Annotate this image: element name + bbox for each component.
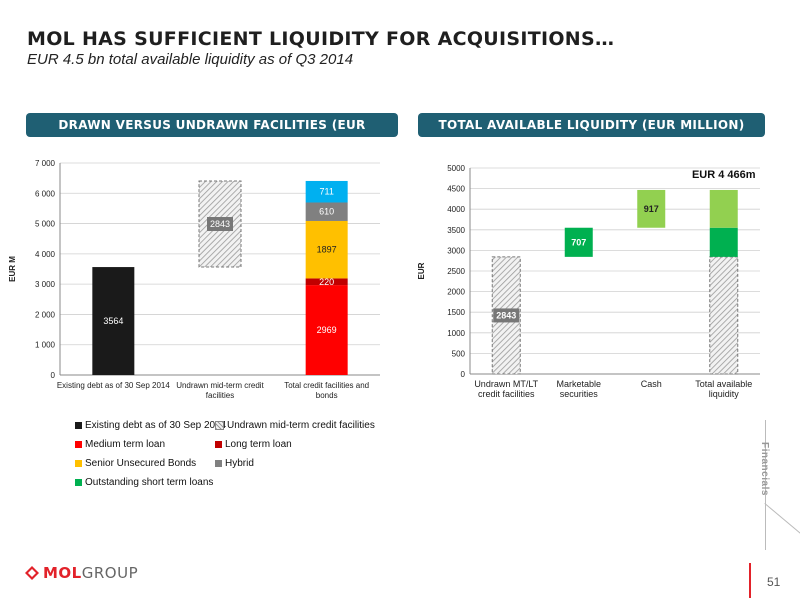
bar-segment [305, 202, 348, 221]
page-title: MOL HAS SUFFICIENT LIQUIDITY FOR ACQUISI… [27, 28, 615, 50]
y-tick-label: 3 000 [35, 280, 56, 289]
legend-label: Long term loan [225, 439, 292, 450]
data-label: 220 [319, 277, 334, 287]
legend-item: Medium term loan [75, 437, 165, 453]
legend-swatch [75, 421, 82, 429]
data-label: 917 [644, 204, 659, 214]
legend-item: Senior Unsecured Bonds [75, 456, 196, 472]
x-tick-label: Undrawn MT/LT [474, 379, 538, 389]
x-tick-label: Existing debt as of 30 Sep 2014 [57, 381, 171, 390]
data-label: 1897 [317, 245, 337, 255]
bar-segment [709, 189, 738, 228]
data-label: 2843 [210, 219, 230, 229]
page-number-bar [749, 563, 751, 598]
mol-group-logo: MOLGROUP [25, 563, 138, 583]
legend-label: Outstanding short term loans [85, 477, 214, 488]
data-label-box [207, 217, 233, 232]
legend-swatch [75, 459, 82, 467]
legend-swatch [75, 478, 82, 486]
y-tick-label: 2500 [447, 267, 465, 276]
logo-text-group: GROUP [81, 564, 139, 582]
legend-item: Undrawn mid-term credit facilities [215, 418, 375, 434]
bar-segment [305, 278, 348, 286]
y-tick-label: 0 [461, 370, 466, 379]
logo-text-mol: MOL [43, 564, 82, 582]
y-tick-label: 0 [51, 371, 56, 380]
legend-label: Existing debt as of 30 Sep 2014 [85, 420, 227, 431]
y-tick-label: 4500 [447, 185, 465, 194]
annotation-label: EUR 4 466m [692, 169, 756, 181]
data-label: 610 [319, 207, 334, 217]
y-tick-label: 5 000 [35, 220, 56, 229]
x-tick-label: securities [560, 389, 599, 399]
y-axis-label: EUR M [8, 256, 17, 282]
legend-item: Outstanding short term loans [75, 475, 213, 491]
x-tick-label: Cash [641, 379, 662, 389]
sidebar-divider-diagonal [764, 503, 800, 536]
right-chart-banner: TOTAL AVAILABLE LIQUIDITY (EUR MILLION) [418, 113, 765, 137]
y-tick-label: 6 000 [35, 189, 56, 198]
bar-segment [709, 256, 739, 375]
x-tick-label: bonds [316, 391, 338, 400]
left-chart-banner: DRAWN VERSUS UNDRAWN FACILITIES (EUR MIL… [26, 113, 398, 156]
y-tick-label: 3500 [447, 226, 465, 235]
total-liquidity-chart: 0 500 1000 1500 2000 2500 3000 3500 4000 4500 5000… [417, 164, 760, 399]
bar-segment [709, 227, 738, 257]
y-tick-label: 1000 [447, 329, 465, 338]
x-tick-label: Marketable [556, 379, 601, 389]
legend-item: Hybrid [215, 456, 254, 472]
legend-swatch [215, 420, 224, 430]
data-label: 3564 [103, 316, 123, 326]
page-subtitle: EUR 4.5 bn total available liquidity as … [27, 51, 354, 68]
legend-label: Undrawn mid-term credit facilities [227, 420, 375, 431]
y-tick-label: 2000 [447, 288, 465, 297]
x-tick-label: credit facilities [478, 389, 535, 399]
y-tick-label: 4 000 [35, 250, 56, 259]
bar-segment [564, 227, 593, 257]
data-label: 2843 [496, 310, 516, 320]
data-label-box [493, 308, 520, 323]
page-number: 51 [767, 575, 781, 589]
bar-segment [305, 285, 348, 375]
y-tick-label: 1500 [447, 308, 465, 317]
x-tick-label: liquidity [709, 389, 740, 399]
y-tick-label: 3000 [447, 246, 465, 255]
y-tick-label: 2 000 [35, 310, 56, 319]
section-label: Financials [759, 442, 770, 496]
bar-segment [305, 180, 348, 203]
y-tick-label: 4000 [447, 205, 465, 214]
legend-swatch [75, 440, 82, 448]
x-tick-label: Total available [695, 379, 752, 389]
x-tick-label: Undrawn mid-term credit [176, 381, 264, 390]
mol-logo-icon [25, 566, 39, 580]
x-tick-label: Total credit facilities and [284, 381, 369, 390]
y-tick-label: 1 000 [35, 341, 56, 350]
legend-label: Medium term loan [85, 439, 166, 450]
data-label: 707 [571, 237, 586, 247]
legend-item: Long term loan [215, 437, 292, 453]
y-tick-label: 500 [452, 349, 466, 358]
data-label: 2969 [317, 325, 337, 335]
legend-label: Hybrid [225, 458, 254, 469]
y-tick-label: 7 000 [35, 159, 56, 168]
legend-item: Existing debt as of 30 Sep 2014 [75, 418, 226, 434]
bar-segment [92, 267, 135, 375]
sidebar-divider [765, 420, 766, 550]
legend-swatch [215, 459, 222, 467]
bar-segment [305, 220, 348, 279]
y-tick-label: 5000 [447, 164, 465, 173]
bar-segment [637, 189, 666, 228]
drawn-undrawn-chart: 0 1 000 2 000 3 000 4 000 5 000 6 000 7 000 EUR … [8, 159, 380, 400]
y-axis-label: EUR [417, 262, 426, 279]
legend-swatch [215, 440, 222, 448]
data-label: 711 [319, 187, 333, 197]
x-tick-label: facilities [206, 391, 234, 400]
legend-label: Senior Unsecured Bonds [85, 458, 197, 469]
